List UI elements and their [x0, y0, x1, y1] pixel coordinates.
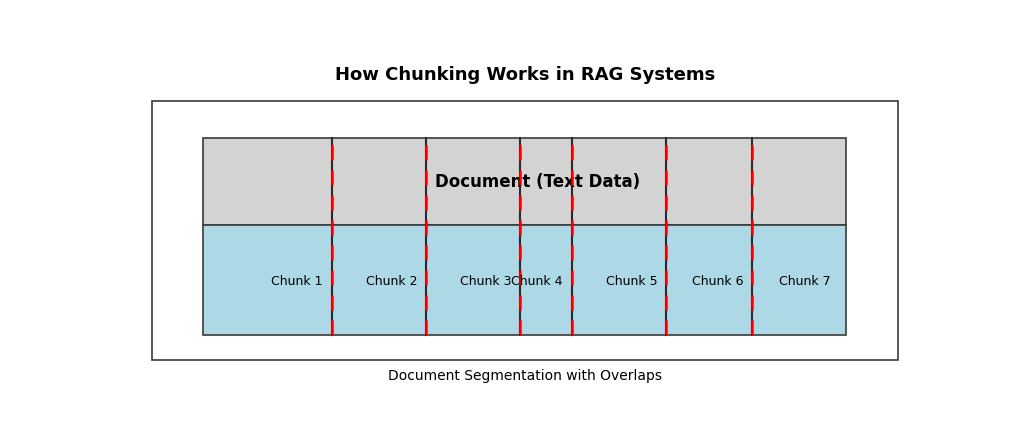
- Text: Document (Text Data): Document (Text Data): [435, 173, 640, 190]
- Text: Chunk 7: Chunk 7: [778, 276, 830, 288]
- Bar: [204, 139, 846, 225]
- Text: Chunk 3: Chunk 3: [461, 276, 512, 288]
- Text: Document Segmentation with Overlaps: Document Segmentation with Overlaps: [388, 369, 662, 382]
- Bar: [152, 101, 898, 360]
- Text: Chunk 4: Chunk 4: [511, 276, 562, 288]
- Text: Chunk 2: Chunk 2: [366, 276, 418, 288]
- Bar: [204, 225, 846, 334]
- Text: Chunk 1: Chunk 1: [270, 276, 323, 288]
- Text: How Chunking Works in RAG Systems: How Chunking Works in RAG Systems: [335, 66, 715, 84]
- Text: Chunk 5: Chunk 5: [605, 276, 657, 288]
- Text: Chunk 6: Chunk 6: [692, 276, 743, 288]
